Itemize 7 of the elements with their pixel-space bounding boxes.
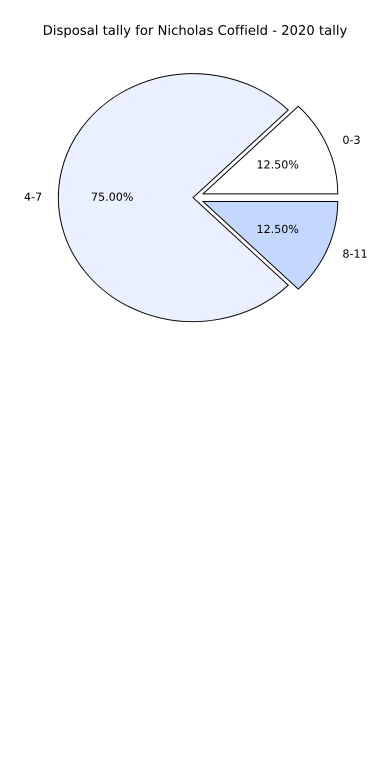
data-label: 75.00% (92, 192, 133, 201)
chart-title: Disposal tally for Nicholas Coffield - 2020 tally (44, 24, 347, 38)
slice-label: 0-3 (343, 136, 360, 144)
data-label: 12.50% (258, 224, 298, 234)
data-label: 12.50% (258, 160, 298, 169)
slice-label: 8-11 (343, 249, 367, 258)
slice-label: 4-7 (24, 192, 42, 201)
